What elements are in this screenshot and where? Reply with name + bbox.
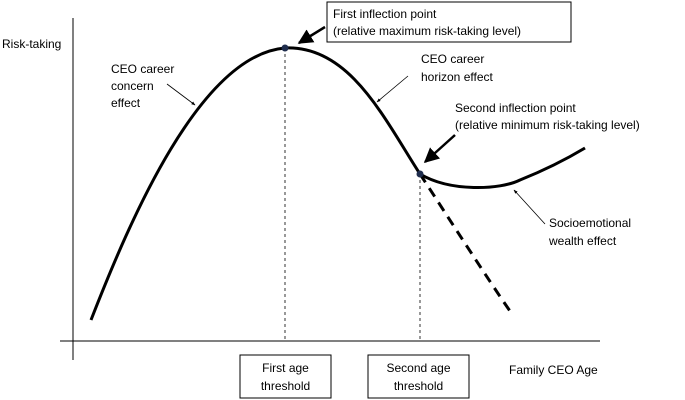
- second-threshold-line1: Second age: [386, 361, 450, 375]
- second-threshold-box: [367, 354, 470, 399]
- career-horizon-line2: horizon effect: [421, 70, 493, 84]
- first-inflection-box: [326, 1, 572, 43]
- second-inflection-arrow: [423, 134, 456, 164]
- career-concern-line2: concern: [111, 79, 154, 93]
- first-inflection-arrow: [297, 25, 326, 45]
- career-concern-arrow: [166, 83, 196, 106]
- first-threshold-box: [239, 354, 332, 399]
- risk-taking-curve: [89, 46, 586, 321]
- first-inflection-line2: (relative maximum risk-taking level): [333, 24, 521, 38]
- career-horizon-line1: CEO career: [421, 52, 484, 66]
- dashed-decline-curve: [418, 173, 514, 315]
- x-axis-label: Family CEO Age: [509, 363, 598, 377]
- second-inflection-line2: (relative minimum risk-taking level): [455, 118, 640, 132]
- second-threshold-line2: threshold: [394, 379, 443, 393]
- second-inflection-line1: Second inflection point: [455, 101, 576, 115]
- socioemotional-line1: Socioemotional: [549, 216, 631, 230]
- second-inflection-point: [416, 170, 424, 178]
- career-concern-line3: effect: [111, 96, 141, 110]
- first-inflection-line1: First inflection point: [333, 7, 437, 21]
- socioemotional-arrow: [513, 189, 546, 225]
- career-concern-line1: CEO career: [111, 62, 174, 76]
- career-horizon-arrow: [376, 75, 409, 103]
- first-inflection-point: [281, 44, 289, 52]
- first-threshold-line1: First age: [262, 361, 309, 375]
- first-threshold-line2: threshold: [261, 379, 310, 393]
- y-axis-label: Risk-taking: [2, 37, 61, 51]
- socioemotional-line2: wealth effect: [548, 234, 617, 248]
